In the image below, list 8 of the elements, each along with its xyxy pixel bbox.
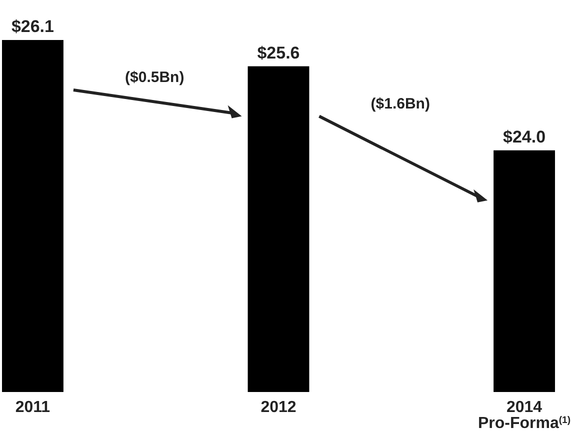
x-tick-label: 2011 — [15, 399, 50, 416]
annotation: ($1.6Bn) — [370, 95, 430, 112]
x-tick-label: 2014 Pro-Forma$^{(1)}$ — [478, 399, 571, 432]
data-label: $24.0 — [503, 127, 546, 146]
data-label: $25.6 — [257, 43, 300, 62]
x-tick-label: 2012 — [260, 399, 296, 416]
annotation: ($0.5Bn) — [125, 69, 184, 86]
data-label: $26.1 — [11, 17, 54, 36]
